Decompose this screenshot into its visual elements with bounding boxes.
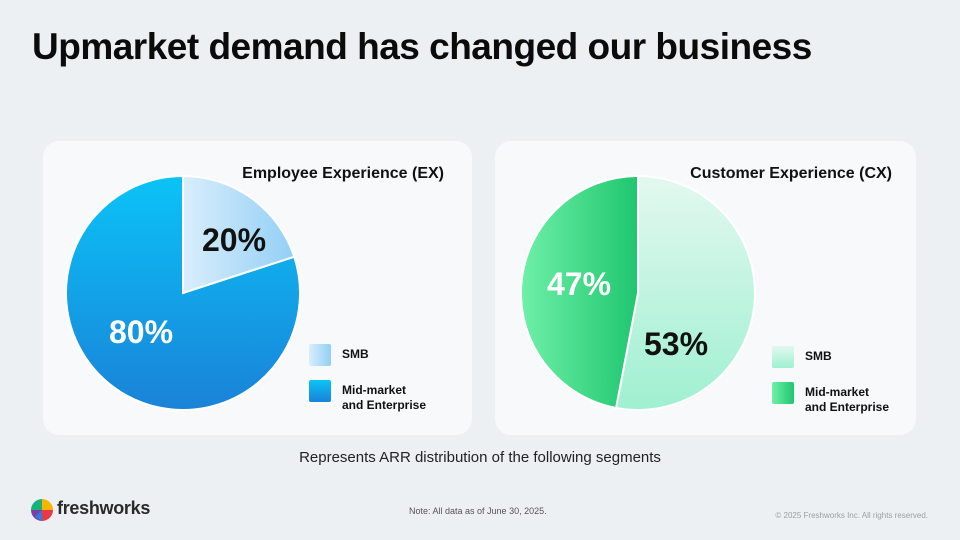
cx-pie-slice-mid — [520, 174, 639, 410]
ex-legend-swatch-mid — [309, 380, 331, 402]
cx-chart-title: Customer Experience (CX) — [690, 165, 892, 182]
cx-legend-label-mid: Mid-market and Enterprise — [805, 385, 890, 414]
ex-pie-slice-mid — [65, 174, 301, 411]
ex-pie-chart: 20% 80% — [65, 174, 301, 411]
cx-pie-slice-smb — [614, 174, 756, 411]
freshworks-logo-icon — [31, 499, 53, 521]
chart-caption: Represents ARR distribution of the follo… — [299, 449, 661, 466]
page-title: Upmarket demand has changed our business — [32, 26, 812, 67]
ex-legend-label-mid: Mid-market and Enterprise — [342, 383, 427, 412]
cx-pie-label-mid: 47% — [547, 266, 611, 302]
ex-chart-title: Employee Experience (EX) — [242, 165, 444, 182]
cx-pie-chart: 53% 47% — [520, 174, 756, 411]
cx-legend-label-smb: SMB — [805, 349, 832, 363]
cx-legend-swatch-smb — [772, 346, 794, 368]
ex-chart-card: Employee Experience (EX) 20% 80% SMB Mid-… — [43, 141, 472, 435]
ex-pie-slice-smb — [182, 174, 296, 295]
freshworks-logo-text: freshworks — [57, 498, 151, 518]
ex-legend-swatch-smb — [309, 344, 331, 366]
ex-legend-label-smb: SMB — [342, 347, 369, 361]
ex-pie-label-smb: 20% — [202, 222, 266, 258]
copyright: © 2025 Freshworks Inc. All rights reserv… — [775, 511, 928, 520]
footnote: Note: All data as of June 30, 2025. — [409, 506, 547, 516]
cx-legend-swatch-mid — [772, 382, 794, 404]
cx-pie-label-smb: 53% — [644, 326, 708, 362]
cx-chart-card: Customer Experience (CX) 53% 47% SMB Mid-… — [495, 141, 916, 435]
ex-pie-label-mid: 80% — [109, 314, 173, 350]
